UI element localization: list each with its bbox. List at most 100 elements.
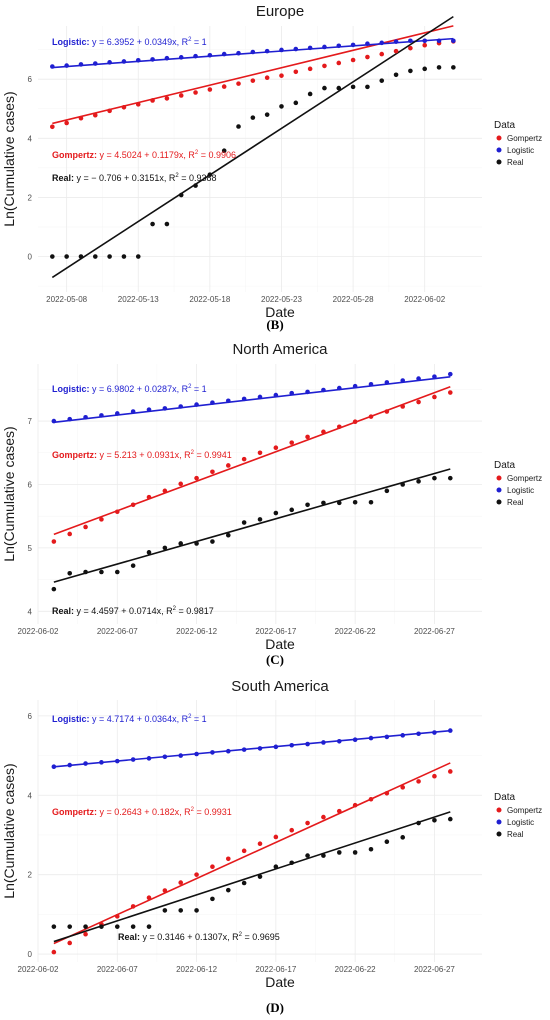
data-point-gompertz [307, 66, 313, 72]
data-point-real [408, 68, 413, 74]
data-point-real [146, 924, 152, 929]
data-point-real [225, 887, 231, 893]
data-point-real [146, 550, 152, 555]
data-point-gompertz [162, 888, 168, 893]
data-point-logistic [289, 390, 295, 396]
equation-formula: y = − 0.706 + 0.3151x, R [77, 173, 176, 183]
data-point-real [365, 84, 370, 90]
data-point-gompertz [83, 931, 88, 937]
data-point-gompertz [293, 69, 299, 75]
data-point-logistic [321, 740, 326, 745]
x-tick-label: 2022-05-13 [118, 295, 159, 304]
equation-exponent: 2 [191, 807, 195, 813]
legend-label-gompertz: Gompertz [507, 806, 542, 815]
data-point-gompertz [250, 78, 256, 83]
data-point-real [67, 924, 73, 929]
chart-panel: North America 2022-06-02 2022-06-07 2022-06… [1, 341, 542, 667]
data-point-logistic [273, 392, 279, 398]
data-point-logistic [416, 731, 421, 737]
legend-key-logistic [496, 147, 502, 153]
data-point-gompertz [135, 102, 141, 107]
data-point-logistic [393, 39, 399, 44]
data-point-gompertz [178, 481, 184, 487]
equation-gompertz: Gompertz: y = 5.213 + 0.0931x, R2 = 0.99… [52, 450, 232, 460]
data-point-gompertz [114, 509, 120, 515]
data-point-real [422, 66, 428, 72]
data-point-real [257, 874, 263, 879]
data-point-gompertz [400, 785, 406, 790]
data-point-logistic [92, 61, 98, 66]
legend-key-real [496, 499, 502, 505]
data-point-real [114, 569, 120, 575]
data-point-logistic [210, 750, 215, 755]
data-point-gompertz [193, 90, 198, 95]
data-point-logistic [451, 38, 456, 44]
legend-label-logistic: Logistic [507, 146, 534, 155]
data-point-logistic [379, 40, 385, 46]
panel-label: (C) [266, 652, 284, 667]
legend-label-real: Real [507, 498, 524, 507]
data-point-logistic [422, 38, 428, 44]
data-point-real [432, 817, 437, 823]
data-point-gompertz [114, 914, 120, 919]
equation-formula: y = 0.3146 + 0.1307x, R [143, 932, 240, 942]
equation-logistic: Logistic: y = 6.3952 + 0.0349x, R2 = 1 [52, 37, 207, 47]
data-point-gompertz [384, 790, 390, 796]
data-point-logistic [207, 52, 213, 58]
equation-exponent: 2 [195, 150, 199, 156]
data-point-logistic [162, 754, 168, 760]
data-point-gompertz [279, 73, 284, 78]
data-point-gompertz [321, 814, 326, 820]
data-point-real [207, 172, 213, 177]
equation-formula: y = 4.5024 + 0.1179x, R [100, 150, 196, 160]
data-point-gompertz [178, 880, 184, 885]
data-point-real [257, 517, 263, 522]
fit-line-gompertz [52, 25, 454, 125]
data-point-real [447, 816, 453, 822]
data-point-real [221, 148, 227, 154]
equation-label: Gompertz: [52, 450, 100, 460]
data-point-gompertz [432, 394, 437, 400]
data-point-real [336, 500, 342, 506]
data-point-real [107, 254, 112, 259]
data-point-logistic [289, 742, 295, 748]
data-point-gompertz [67, 940, 73, 946]
equation-logistic: Logistic: y = 4.7174 + 0.0364x, R2 = 1 [52, 714, 207, 724]
data-point-logistic [384, 380, 390, 385]
data-point-real [83, 569, 88, 575]
data-point-real [264, 112, 270, 117]
data-point-logistic [352, 383, 358, 389]
data-point-real [451, 65, 456, 70]
data-point-gompertz [67, 531, 73, 537]
legend-key-real [496, 159, 502, 165]
data-point-logistic [273, 744, 279, 750]
data-point-logistic [99, 413, 104, 418]
equation-r2: = 0.9695 [242, 932, 280, 942]
data-point-gompertz [107, 108, 112, 114]
data-point-gompertz [78, 115, 84, 121]
data-point-logistic [293, 46, 299, 52]
data-point-logistic [447, 371, 453, 377]
data-point-gompertz [241, 848, 247, 854]
data-point-real [393, 72, 399, 78]
panel-label: (D) [266, 1000, 284, 1015]
data-point-real [273, 510, 279, 516]
equation-gompertz: Gompertz: y = 0.2643 + 0.182x, R2 = 0.99… [52, 807, 232, 817]
data-point-logistic [130, 757, 136, 762]
data-point-logistic [336, 43, 342, 49]
data-point-real [67, 570, 73, 576]
legend-label-gompertz: Gompertz [507, 474, 542, 483]
data-point-logistic [121, 59, 127, 64]
data-point-gompertz [130, 904, 136, 909]
data-point-real [193, 183, 198, 188]
y-tick-label: 4 [28, 607, 33, 616]
legend-key-gompertz [496, 135, 502, 141]
data-point-logistic [162, 406, 168, 411]
data-point-real [289, 507, 295, 513]
data-point-gompertz [352, 419, 358, 425]
equation-label: Logistic: [52, 714, 92, 724]
data-point-real [416, 479, 421, 484]
data-point-real [352, 850, 358, 855]
data-point-gompertz [241, 456, 247, 462]
chart-title: North America [232, 341, 328, 358]
